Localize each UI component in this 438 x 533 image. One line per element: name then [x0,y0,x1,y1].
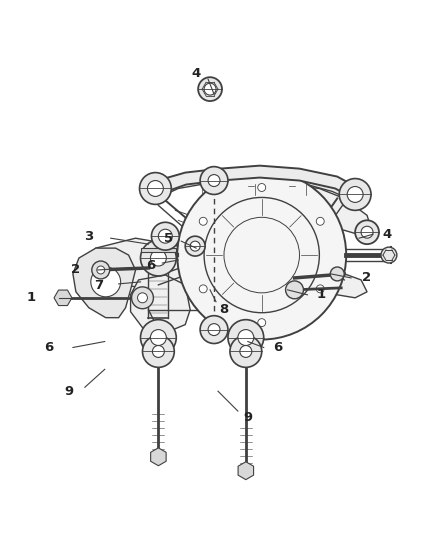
Polygon shape [238,462,254,480]
Circle shape [138,293,148,303]
Text: 2: 2 [71,263,81,277]
Text: 7: 7 [94,279,103,293]
Polygon shape [290,185,371,235]
Circle shape [91,267,120,297]
Polygon shape [292,265,367,298]
Circle shape [177,171,346,340]
Polygon shape [89,238,205,290]
Circle shape [258,183,266,191]
Circle shape [97,266,105,274]
Circle shape [131,287,153,309]
Circle shape [150,250,166,266]
Circle shape [199,217,207,225]
Text: 5: 5 [164,232,173,245]
Text: 6: 6 [273,341,282,354]
Circle shape [199,285,207,293]
Polygon shape [151,448,166,466]
Circle shape [150,329,166,345]
Circle shape [152,222,179,250]
Circle shape [361,226,373,238]
Circle shape [142,336,174,367]
Circle shape [228,320,264,356]
Circle shape [208,175,220,187]
Circle shape [258,319,266,327]
Circle shape [92,261,110,279]
Circle shape [200,316,228,343]
Circle shape [200,167,228,195]
Circle shape [140,173,171,204]
Circle shape [148,181,163,197]
Text: 3: 3 [84,230,93,243]
Text: 9: 9 [64,385,74,398]
Polygon shape [131,275,190,332]
Text: 4: 4 [382,228,392,241]
Polygon shape [150,166,359,200]
Circle shape [230,336,262,367]
Circle shape [185,236,205,256]
Circle shape [152,345,164,358]
Text: 8: 8 [219,303,229,316]
Text: 2: 2 [363,271,371,285]
Circle shape [339,179,371,211]
Polygon shape [148,168,354,200]
Circle shape [204,83,216,95]
Circle shape [141,240,176,276]
Text: 6: 6 [146,259,155,271]
Circle shape [286,281,304,299]
Circle shape [240,345,252,358]
Polygon shape [73,248,135,318]
Circle shape [208,324,220,336]
Polygon shape [54,290,72,305]
Circle shape [355,220,379,244]
Text: 1: 1 [27,292,36,304]
Text: 9: 9 [243,410,252,424]
Circle shape [381,247,397,263]
Circle shape [238,329,254,345]
Circle shape [347,187,363,203]
Circle shape [316,285,324,293]
Circle shape [330,267,344,281]
Circle shape [198,77,222,101]
Circle shape [316,217,324,225]
Circle shape [190,241,200,251]
Circle shape [159,229,172,243]
Text: 1: 1 [317,288,326,301]
Circle shape [141,320,176,356]
Text: 6: 6 [45,341,54,354]
Polygon shape [141,248,176,252]
Text: 4: 4 [191,67,201,80]
